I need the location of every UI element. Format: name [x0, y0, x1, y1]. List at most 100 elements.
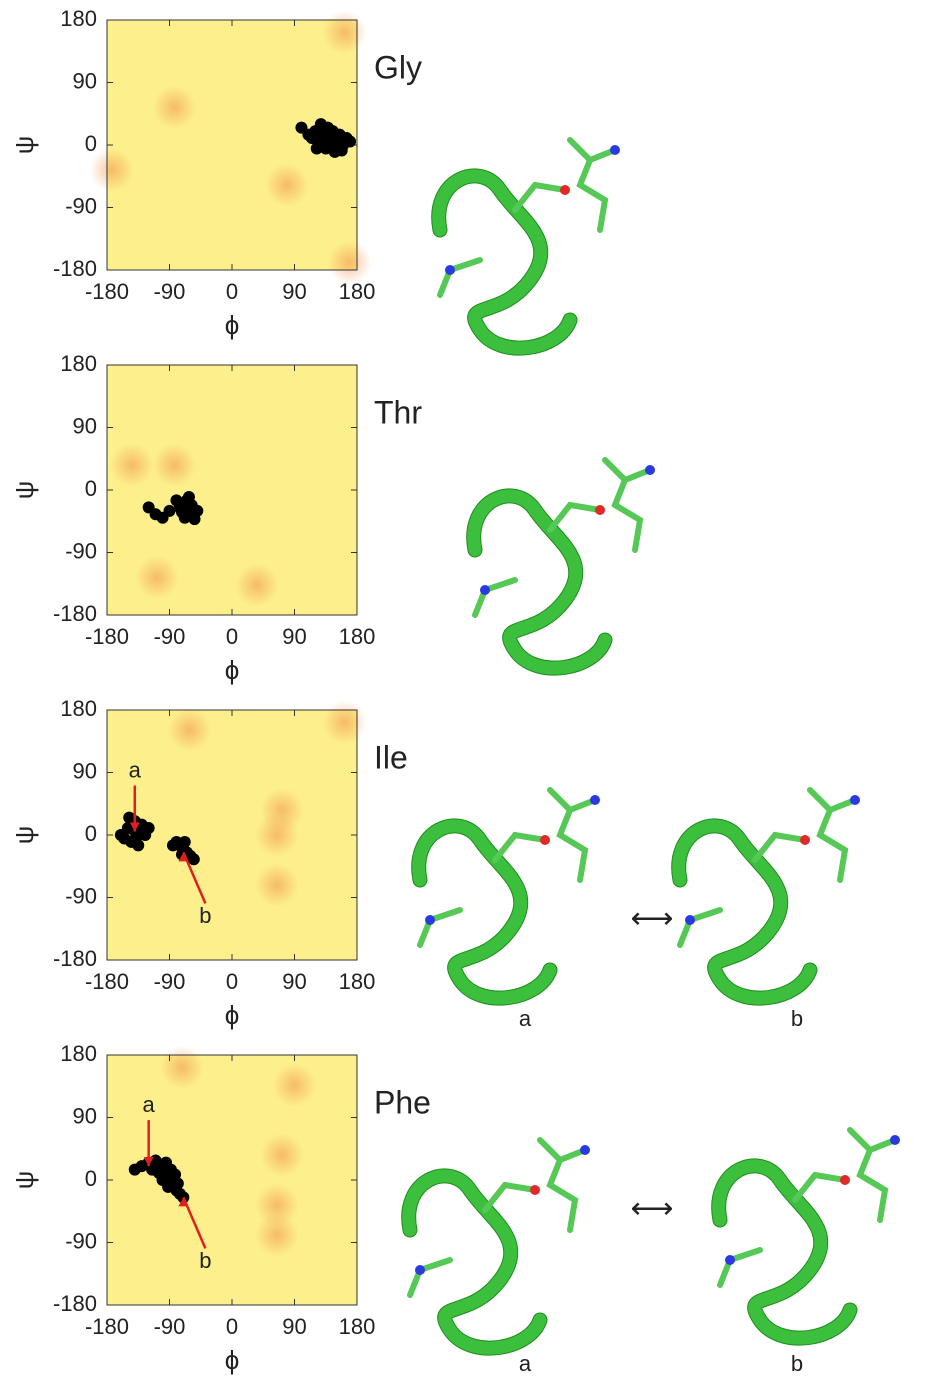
y-tick-label: 0 [85, 476, 97, 501]
data-point [187, 853, 200, 866]
plot-background [107, 1055, 357, 1305]
data-point [178, 835, 191, 848]
density-spot [322, 10, 367, 55]
panel-title: Thr [374, 394, 422, 430]
data-point [166, 839, 179, 852]
density-spot [327, 240, 372, 285]
panel-title: Phe [374, 1084, 431, 1120]
y-tick-label: 90 [73, 1103, 97, 1128]
panel-title: Gly [374, 49, 422, 85]
density-spot [260, 1133, 304, 1177]
data-point [169, 1168, 182, 1181]
density-spot [160, 1045, 204, 1090]
data-point [314, 118, 327, 131]
x-tick-label: 90 [282, 279, 306, 304]
data-point [146, 1163, 159, 1176]
x-tick-label: 90 [282, 969, 306, 994]
exchange-arrow: ⟷ [630, 1192, 673, 1225]
data-point [163, 504, 176, 517]
arrow-head [178, 1197, 189, 1207]
x-tick-label: -90 [154, 1314, 186, 1339]
annotation-label: a [143, 1092, 156, 1117]
data-point [317, 133, 330, 146]
x-tick-label: 90 [282, 624, 306, 649]
y-tick-label: -180 [53, 256, 97, 281]
y-tick-label: 0 [85, 1166, 97, 1191]
x-tick-label: 0 [226, 969, 238, 994]
y-tick-label: -90 [65, 538, 97, 563]
data-point [142, 822, 155, 835]
density-spot [135, 555, 179, 600]
data-point [188, 513, 201, 526]
density-spot [152, 85, 197, 130]
structure-label: b [791, 1006, 803, 1031]
plot-frame [106, 709, 358, 961]
data-point [132, 839, 145, 852]
x-tick-label: 90 [282, 1314, 306, 1339]
data-point [128, 1163, 141, 1176]
arrow-head [129, 822, 140, 832]
plot-frame [106, 19, 358, 271]
data-point [171, 1177, 184, 1190]
data-point [295, 121, 308, 134]
y-tick-label: -180 [53, 1291, 97, 1316]
x-tick-label: -180 [85, 624, 129, 649]
y-axis-label: ψ [9, 136, 39, 155]
x-axis-label: ϕ [225, 1000, 240, 1030]
density-spot [110, 443, 154, 487]
x-axis-label: ϕ [225, 655, 240, 685]
annotation-label: a [129, 757, 142, 782]
y-tick-label: 180 [60, 6, 97, 31]
y-tick-label: -180 [53, 946, 97, 971]
x-tick-label: -180 [85, 1314, 129, 1339]
y-axis-label: ψ [9, 1171, 39, 1190]
density-spot [255, 863, 299, 907]
exchange-arrow: ⟷ [630, 902, 673, 935]
y-tick-label: -90 [65, 883, 97, 908]
density-spot [255, 813, 299, 857]
data-point [335, 144, 348, 157]
x-tick-label: 0 [226, 279, 238, 304]
data-point [114, 829, 127, 841]
y-tick-label: 180 [60, 696, 97, 721]
data-point [180, 503, 193, 516]
x-tick-label: -180 [85, 279, 129, 304]
x-tick-label: 180 [339, 1314, 376, 1339]
data-point [162, 1180, 175, 1193]
x-tick-label: -90 [154, 279, 186, 304]
x-tick-label: 180 [339, 624, 376, 649]
y-tick-label: -90 [65, 193, 97, 218]
structure-label: a [519, 1351, 532, 1376]
x-axis-label: ϕ [225, 310, 240, 340]
x-tick-label: 180 [339, 279, 376, 304]
annotation-label: b [199, 1248, 211, 1273]
x-tick-label: -90 [154, 624, 186, 649]
structure-label: a [519, 1006, 532, 1031]
data-point [344, 135, 357, 148]
density-spot [322, 700, 367, 745]
density-spot [90, 148, 134, 192]
x-axis-label: ϕ [225, 1345, 240, 1375]
density-spot [235, 563, 279, 607]
plot-frame [106, 1054, 358, 1306]
data-point [170, 494, 183, 507]
y-tick-label: -180 [53, 601, 97, 626]
x-tick-label: 180 [339, 969, 376, 994]
data-point [310, 142, 323, 155]
y-tick-label: -90 [65, 1228, 97, 1253]
y-axis-label: ψ [9, 481, 39, 500]
panel-title: Ile [374, 739, 408, 775]
data-point [142, 501, 155, 514]
arrow-head [143, 1157, 154, 1167]
x-tick-label: 0 [226, 624, 238, 649]
plot-frame [106, 364, 358, 616]
arrow-head [178, 852, 189, 862]
density-spot [167, 708, 212, 752]
data-point [331, 130, 344, 143]
annotation-label: b [199, 903, 211, 928]
structure-label: b [791, 1351, 803, 1376]
y-tick-label: 90 [73, 413, 97, 438]
density-spot [265, 163, 309, 207]
y-tick-label: 90 [73, 68, 97, 93]
